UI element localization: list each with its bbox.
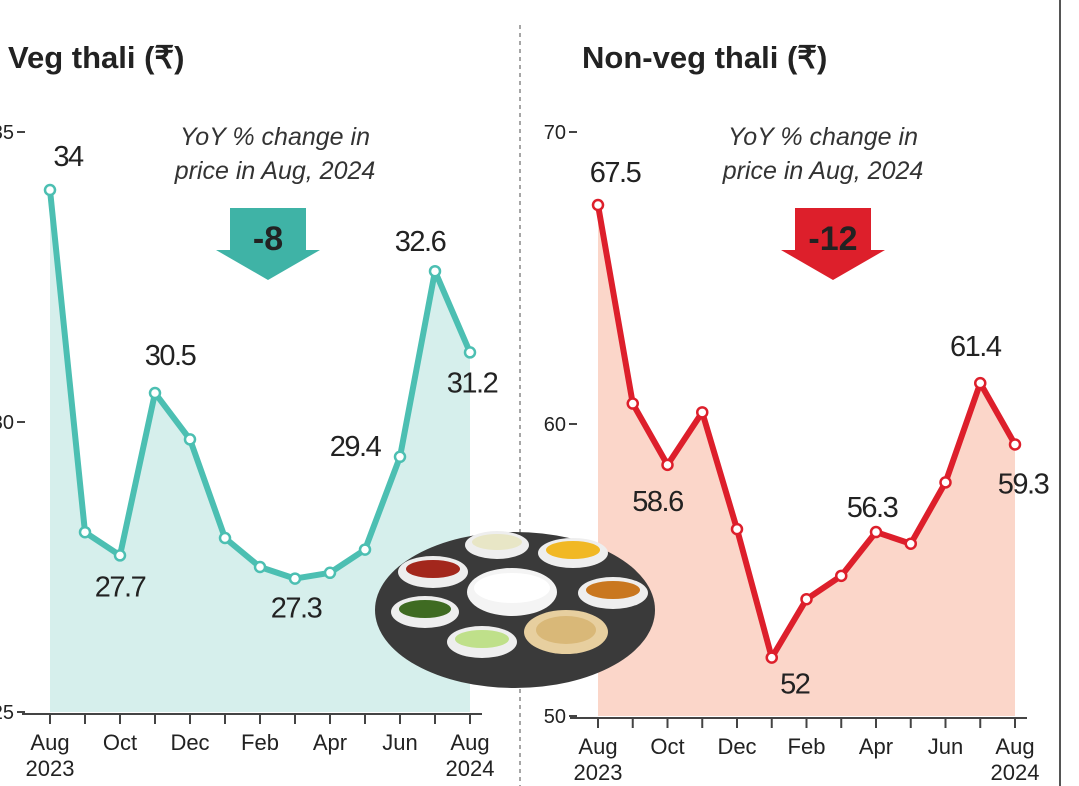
marker — [80, 527, 90, 537]
marker — [115, 550, 125, 560]
thali-illustration — [375, 531, 655, 688]
x-tick-label: Dec — [165, 730, 215, 756]
marker — [430, 266, 440, 276]
marker — [628, 399, 638, 409]
marker — [325, 568, 335, 578]
marker — [220, 533, 230, 543]
chart-title: Veg thali (₹) — [8, 40, 184, 75]
y-tick-label: 25 — [0, 702, 14, 724]
y-tick-label: 70 — [544, 122, 566, 144]
x-tick-label: Aug 2024 — [990, 734, 1040, 786]
marker — [395, 452, 405, 462]
x-tick-label: Apr — [305, 730, 355, 756]
data-label: 61.4 — [950, 331, 1002, 363]
marker — [290, 574, 300, 584]
data-label: 32.6 — [395, 226, 446, 258]
x-tick-label: Dec — [712, 734, 762, 760]
marker — [767, 653, 777, 663]
data-label: 56.3 — [847, 492, 898, 524]
x-tick-label: Jun — [375, 730, 425, 756]
yoy-value: -8 — [253, 220, 283, 258]
marker — [465, 347, 475, 357]
x-tick-label: Oct — [643, 734, 693, 760]
data-label: 30.5 — [145, 340, 196, 372]
data-label: 67.5 — [590, 157, 641, 189]
data-label: 59.3 — [998, 468, 1049, 500]
data-label: 27.7 — [95, 571, 146, 603]
chart: Veg thali (₹) 25 30 35 34 27.7 30.5 27.3 29.4 32.… — [0, 0, 1079, 786]
data-label: 52 — [780, 669, 810, 701]
yoy-value: -12 — [808, 220, 857, 258]
marker — [663, 460, 673, 470]
marker — [836, 571, 846, 581]
x-tick-label: Oct — [95, 730, 145, 756]
marker — [802, 594, 812, 604]
marker — [255, 562, 265, 572]
y-tick-label: 50 — [544, 706, 566, 728]
marker — [906, 539, 916, 549]
marker — [1010, 439, 1020, 449]
x-tick-label: Aug 2023 — [25, 730, 75, 782]
marker — [593, 200, 603, 210]
data-label: 27.3 — [271, 593, 322, 625]
x-tick-label: Feb — [235, 730, 285, 756]
data-label: 31.2 — [447, 367, 498, 399]
x-tick-label: Feb — [782, 734, 832, 760]
data-label: 58.6 — [632, 486, 683, 518]
annotation: YoY % change in price in Aug, 2024 — [150, 120, 400, 188]
marker — [45, 185, 55, 195]
data-label: 29.4 — [330, 431, 382, 463]
page: Veg thali (₹) 25 30 35 34 27.7 30.5 27.3 29.4 32.… — [0, 0, 1079, 786]
marker — [185, 434, 195, 444]
marker — [732, 524, 742, 534]
x-tick-label: Apr — [851, 734, 901, 760]
marker — [941, 477, 951, 487]
x-tick-label: Aug 2024 — [445, 730, 495, 782]
marker — [150, 388, 160, 398]
data-label: 34 — [53, 141, 84, 173]
marker — [360, 545, 370, 555]
x-tick-label: Aug 2023 — [573, 734, 623, 786]
x-tick-label: Jun — [921, 734, 971, 760]
y-tick-label: 35 — [0, 122, 14, 144]
chart-title: Non-veg thali (₹) — [582, 40, 827, 75]
marker — [871, 527, 881, 537]
marker — [697, 407, 707, 417]
y-tick-label: 30 — [0, 412, 14, 434]
y-tick-label: 60 — [544, 414, 566, 436]
marker — [975, 378, 985, 388]
annotation: YoY % change in price in Aug, 2024 — [698, 120, 948, 188]
